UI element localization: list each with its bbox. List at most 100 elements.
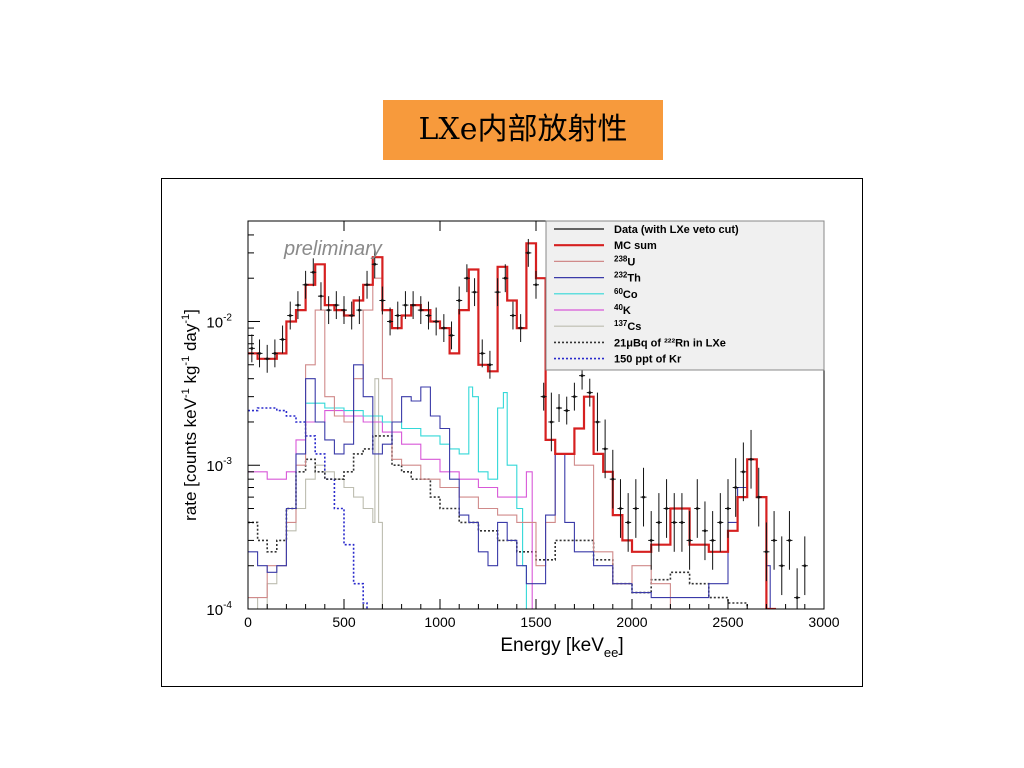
data-point [701,501,708,561]
data-point [410,291,417,320]
data-point [533,270,539,299]
data-point [456,286,463,315]
data-point [640,467,647,527]
data-point [440,314,447,342]
x-tick-label: 1000 [424,614,455,630]
x-axis-label: Energy [keVee] [500,635,623,660]
data-point [502,264,509,293]
y-axis-label: rate [counts keV-1 kg-1 day-1] [180,309,200,521]
x-tick-label: 1500 [520,614,551,630]
data-point [540,382,547,411]
data-point [740,442,747,502]
series-line-co [305,386,527,609]
data-point [571,382,578,411]
data-point [417,296,424,325]
data-point [364,270,371,299]
data-point [763,522,770,582]
data-point [678,493,685,552]
y-tick-label: 10-2 [206,312,232,331]
data-point [402,291,409,320]
data-point [287,301,294,330]
y-tick-label: 10-3 [206,456,232,475]
data-point [517,314,524,342]
series-line-kr [248,407,368,609]
data-point [341,296,347,325]
data-point [648,511,655,570]
legend-label: 232Th [614,271,641,285]
x-tick-label: 0 [244,614,252,630]
data-point [625,493,632,552]
data-point [310,258,317,287]
x-tick-label: 2000 [616,614,647,630]
series-line-k [248,410,533,609]
data-point [425,301,432,330]
series-line-th [248,364,771,609]
legend-item-cs: 137Cs [554,319,641,333]
data-point [356,296,363,325]
legend-label: 150 ppt of Kr [614,354,682,366]
legend-label: 137Cs [614,319,641,333]
legend-item-k: 40K [554,303,631,317]
series-line-u [248,277,671,609]
data-point [471,278,478,307]
data-point [632,479,639,538]
legend-item-kr: 150 ppt of Kr [554,354,682,366]
data-point [686,511,693,570]
slide-title: LXe内部放射性 [383,100,663,160]
data-point [709,511,716,570]
data-point [379,286,386,315]
legend-label: 238U [614,254,635,268]
y-tick-label: 10-4 [206,600,232,619]
data-point [317,282,324,311]
data-point [771,511,778,570]
x-tick-label: 3000 [808,614,839,630]
legend-item-data: Data (with LXe veto cut) [554,224,739,236]
legend-label: 60Co [614,287,638,301]
data-point [725,479,731,538]
data-point [594,392,601,452]
x-tick-label: 500 [332,614,356,630]
series-line-cs [248,378,383,609]
data-point [655,493,662,552]
data-point [264,344,271,373]
data-point [563,396,570,425]
data-point [348,301,355,330]
data-point [609,449,616,509]
annotation-preliminary: preliminary [283,238,383,260]
chart-frame: 0 500 1000 1500 2000 2500 3000 10-2 10-3 10-4 pre… [161,178,863,687]
legend-label: Data (with LXe veto cut) [614,224,739,236]
data-point [663,479,670,538]
data-point [279,325,286,354]
legend-item-u: 238U [554,254,635,268]
series-line-mc [248,242,776,609]
data-point [479,339,486,368]
data-point [602,419,609,479]
data-point [433,307,440,336]
data-point [778,536,785,596]
data-point [333,291,340,320]
data-point [463,264,470,293]
legend-label: 21μBq of ²²²Rn in LXe [614,337,726,349]
spectrum-chart: 0 500 1000 1500 2000 2500 3000 10-2 10-3 10-4 pre… [180,220,840,660]
data-point [755,467,762,527]
data-point [294,291,301,320]
data-point [694,479,701,538]
data-point [248,334,255,363]
legend-item-mc: MC sum [554,240,657,252]
data-point [671,493,678,552]
data-point [271,339,278,368]
data-point [717,493,724,552]
data-point [387,307,394,336]
data-point [325,296,332,325]
data-point [494,278,501,307]
data-point [394,301,401,330]
legend-label: 40K [614,303,631,317]
data-point [786,511,793,570]
x-tick-label: 2500 [712,614,743,630]
data-point [525,238,532,267]
data-point [486,350,493,379]
legend-item-th: 232Th [554,271,641,285]
data-point [256,339,263,368]
data-point [302,270,309,299]
legend-item-rn: 21μBq of ²²²Rn in LXe [554,337,726,349]
